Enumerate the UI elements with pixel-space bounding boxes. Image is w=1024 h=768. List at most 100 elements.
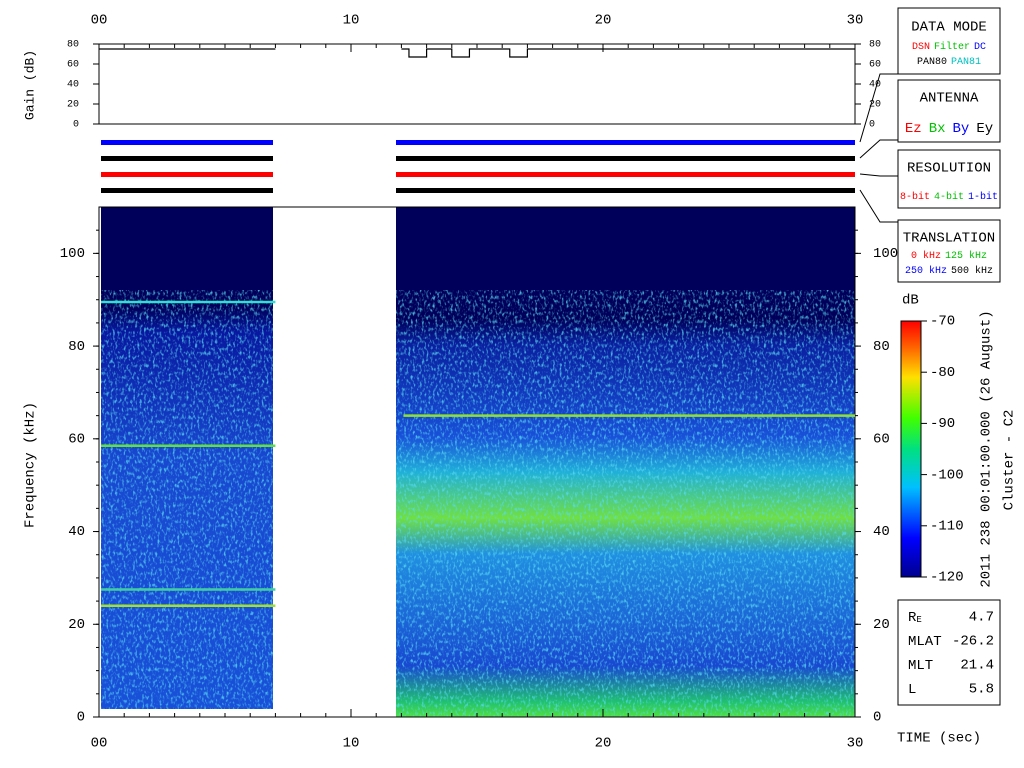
gain-line (401, 48, 855, 58)
x-tick-label: 20 (595, 13, 612, 29)
y-axis-label: Frequency (kHz) (23, 402, 39, 528)
orbit-label-sub: E (916, 615, 921, 625)
y-tick-label: 80 (68, 339, 85, 355)
status-bars (101, 140, 855, 193)
status-bar (396, 156, 855, 161)
y-tick-label: 40 (869, 80, 881, 91)
connector (859, 73, 898, 143)
y-tick-label: 80 (873, 339, 890, 355)
panel-box (897, 7, 1001, 75)
connector (859, 139, 898, 159)
x-tick-label: 30 (847, 736, 864, 752)
x-tick-label: 10 (343, 736, 360, 752)
caption: Cluster - C2 (1002, 410, 1018, 511)
colorbar-tick-label: -110 (930, 519, 964, 535)
y-tick-label: 60 (68, 432, 85, 448)
colorbar-tick-label: -100 (930, 467, 964, 483)
side-boxes (859, 7, 1001, 706)
panel-title: TRANSLATION (903, 231, 995, 247)
y-tick-label: 100 (873, 246, 898, 262)
panel-row: DSN Filter DC (912, 41, 986, 53)
y-tick-label: 40 (873, 524, 890, 540)
y-tick-label: 40 (68, 524, 85, 540)
colorbar-label: dB (902, 293, 919, 309)
orbit-value: -26.2 (952, 634, 994, 650)
status-bar (396, 172, 855, 177)
orbit-label: L (908, 682, 916, 698)
colorbar-tick-label: -70 (930, 314, 955, 330)
x-tick-label: 30 (847, 13, 864, 29)
colorbar-tick-label: -80 (930, 365, 955, 381)
colorbar-tick-label: -120 (930, 570, 964, 586)
x-tick-label: 00 (91, 13, 108, 29)
spectrogram-texture (396, 290, 855, 717)
colorbar (900, 320, 922, 578)
y-tick-label: 40 (67, 80, 79, 91)
orbit-box (897, 599, 1001, 706)
orbit-label-text: MLAT (908, 634, 942, 650)
connector (859, 189, 898, 223)
panel-item: 8-bit (900, 191, 930, 203)
y-tick-label: 0 (869, 120, 875, 131)
x-axis-label: TIME (sec) (897, 731, 981, 747)
panel-item: By (953, 121, 970, 137)
panel-item: PAN81 (951, 57, 981, 68)
y-tick-label: 0 (77, 710, 85, 726)
gain-frame (98, 43, 856, 125)
panel-item: Ez (905, 121, 922, 137)
y-tick-label: 60 (873, 432, 890, 448)
panel-row: Ez Bx By Ey (905, 121, 993, 137)
panel-item: Bx (929, 121, 946, 137)
x-tick-label: 10 (343, 13, 360, 29)
panel-item: DC (974, 42, 986, 53)
panel-item: 500 kHz (951, 265, 993, 277)
status-bar (101, 156, 273, 161)
y-axis-label: Gain (dB) (22, 50, 37, 120)
panel-row: 250 kHz 500 kHz (905, 265, 993, 277)
y-tick-label: 0 (73, 120, 79, 131)
panel-item: Ey (976, 121, 993, 137)
orbit-label-text: R (908, 610, 917, 626)
orbit-label-text: MLT (908, 658, 933, 674)
panel-item: 0 kHz (911, 250, 941, 262)
panel-title: ANTENNA (920, 91, 979, 107)
caption: 2011 238 00:01:00.000 (26 August) (979, 310, 995, 587)
orbit-value: 5.8 (969, 682, 994, 698)
panel-box (897, 219, 1001, 283)
panel-item: 4-bit (934, 191, 964, 203)
y-tick-label: 0 (873, 710, 881, 726)
panel-title: DATA MODE (911, 20, 987, 36)
orbit-label: RE (908, 610, 922, 626)
panel-item: 125 kHz (945, 250, 987, 262)
colorbar-tick-label: -90 (930, 416, 955, 432)
panel-row: 0 kHz 125 kHz (911, 250, 987, 262)
panel-box (897, 79, 1001, 143)
y-tick-label: 80 (869, 40, 881, 51)
status-bar (101, 188, 273, 193)
y-tick-label: 80 (67, 40, 79, 51)
panel-item: Filter (934, 41, 970, 53)
status-bar (396, 140, 855, 145)
orbit-value: 21.4 (960, 658, 994, 674)
y-tick-label: 100 (60, 246, 85, 262)
status-bar (396, 188, 855, 193)
y-tick-label: 20 (67, 100, 79, 111)
panel-item: DSN (912, 42, 930, 53)
orbit-label: MLT (908, 658, 933, 674)
y-tick-label: 60 (67, 60, 79, 71)
panel-title: RESOLUTION (907, 161, 991, 177)
orbit-value: 4.7 (969, 610, 994, 626)
panel-item: 250 kHz (905, 265, 947, 277)
connector (859, 173, 898, 177)
x-tick-label: 20 (595, 736, 612, 752)
spectrogram-texture (101, 290, 273, 709)
panel-row: 8-bit 4-bit 1-bit (900, 191, 998, 203)
y-tick-label: 20 (873, 617, 890, 633)
y-tick-label: 60 (869, 60, 881, 71)
y-tick-label: 20 (869, 100, 881, 111)
x-tick-label: 00 (91, 736, 108, 752)
orbit-label: MLAT (908, 634, 942, 650)
orbit-label-text: L (908, 682, 916, 698)
panel-row: PAN80 PAN81 (917, 57, 981, 68)
